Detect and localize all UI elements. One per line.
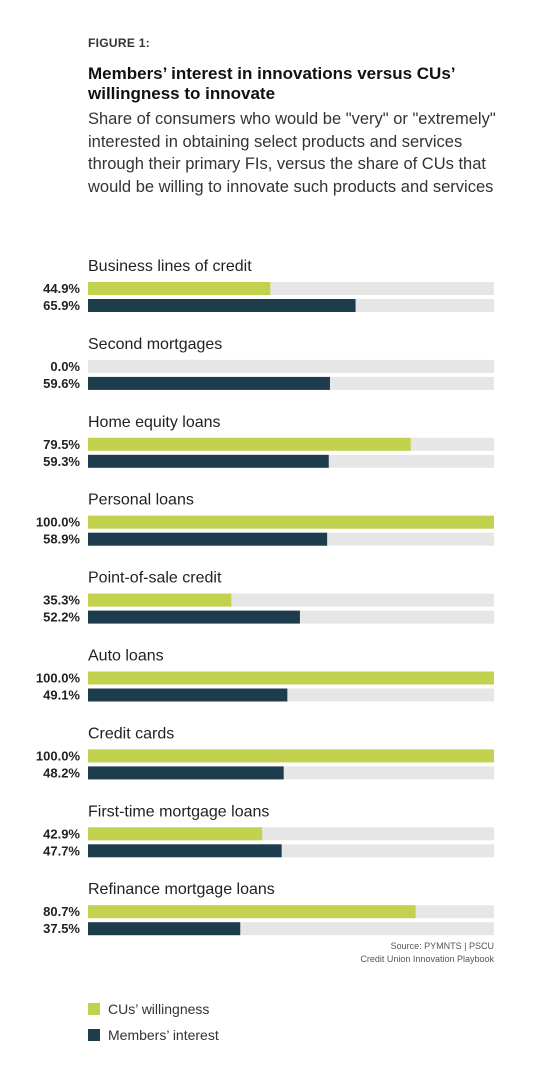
bar-credit-cards-willingness — [88, 749, 494, 763]
value-label-second-mortgages-willingness: 0.0% — [50, 359, 80, 374]
chart-subtitle: Share of consumers who would be "very" o… — [88, 110, 496, 196]
source-note: Source: PYMNTS | PSCU Credit Union Innov… — [360, 940, 494, 966]
bar-first-time-mortgage-loans-interest — [88, 844, 282, 858]
category-label-business-lines-of-credit: Business lines of credit — [88, 258, 252, 275]
bar-refinance-mortgage-loans-willingness — [88, 905, 416, 919]
value-label-home-equity-loans-interest: 59.3% — [43, 454, 80, 469]
bar-auto-loans-interest — [88, 688, 288, 702]
source-line-1: Source: PYMNTS | PSCU — [390, 941, 494, 951]
value-label-second-mortgages-interest: 59.6% — [43, 376, 80, 391]
bar-second-mortgages-interest — [88, 376, 330, 390]
legend-swatch-interest — [88, 1029, 100, 1041]
value-label-first-time-mortgage-loans-willingness: 42.9% — [43, 826, 80, 841]
legend-item-interest: Members’ interest — [88, 1022, 219, 1048]
legend-item-willingness: CUs’ willingness — [88, 996, 219, 1022]
bar-personal-loans-willingness — [88, 515, 494, 529]
category-label-auto-loans: Auto loans — [88, 648, 164, 665]
value-label-credit-cards-interest: 48.2% — [43, 765, 80, 780]
legend-label-willingness: CUs’ willingness — [108, 1001, 210, 1017]
bar-point-of-sale-credit-willingness — [88, 593, 232, 607]
value-label-point-of-sale-credit-interest: 52.2% — [43, 610, 80, 625]
value-label-point-of-sale-credit-willingness: 35.3% — [43, 593, 80, 608]
figure-label: FIGURE 1: — [88, 36, 151, 50]
chart-title: Members’ interest in innovations versus … — [88, 64, 455, 103]
bar-business-lines-of-credit-willingness — [88, 282, 271, 295]
source-line-2: Credit Union Innovation Playbook — [360, 954, 494, 964]
value-label-auto-loans-interest: 49.1% — [43, 688, 80, 703]
value-label-first-time-mortgage-loans-interest: 47.7% — [43, 843, 80, 858]
value-label-credit-cards-willingness: 100.0% — [36, 748, 81, 763]
value-label-personal-loans-willingness: 100.0% — [36, 515, 81, 530]
category-label-point-of-sale-credit: Point-of-sale credit — [88, 570, 222, 587]
bar-first-time-mortgage-loans-willingness — [88, 827, 263, 841]
category-label-credit-cards: Credit cards — [88, 725, 174, 742]
bar-auto-loans-willingness — [88, 671, 494, 685]
bar-personal-loans-interest — [88, 532, 328, 546]
value-label-refinance-mortgage-loans-interest: 37.5% — [43, 921, 80, 936]
value-label-refinance-mortgage-loans-willingness: 80.7% — [43, 904, 80, 919]
category-label-personal-loans: Personal loans — [88, 492, 194, 509]
category-label-home-equity-loans: Home equity loans — [88, 414, 221, 431]
legend: CUs’ willingness Members’ interest — [88, 996, 219, 1048]
value-label-home-equity-loans-willingness: 79.5% — [43, 437, 80, 452]
value-label-business-lines-of-credit-interest: 65.9% — [43, 298, 80, 313]
bar-point-of-sale-credit-interest — [88, 610, 300, 624]
bar-refinance-mortgage-loans-interest — [88, 922, 241, 936]
legend-label-interest: Members’ interest — [108, 1027, 219, 1043]
value-label-personal-loans-interest: 58.9% — [43, 532, 80, 547]
bar-track-second-mortgages-0 — [88, 359, 494, 373]
bar-home-equity-loans-willingness — [88, 437, 411, 451]
bar-chart: Business lines of credit 44.9% 65.9% Second… — [36, 258, 494, 936]
legend-swatch-willingness — [88, 1003, 100, 1015]
category-label-first-time-mortgage-loans: First-time mortgage loans — [88, 803, 269, 820]
bar-home-equity-loans-interest — [88, 454, 329, 468]
bar-business-lines-of-credit-interest — [88, 299, 356, 312]
value-label-auto-loans-willingness: 100.0% — [36, 671, 81, 686]
category-label-refinance-mortgage-loans: Refinance mortgage loans — [88, 881, 275, 898]
value-label-business-lines-of-credit-willingness: 44.9% — [43, 281, 80, 296]
bar-credit-cards-interest — [88, 766, 284, 780]
category-label-second-mortgages: Second mortgages — [88, 336, 222, 353]
